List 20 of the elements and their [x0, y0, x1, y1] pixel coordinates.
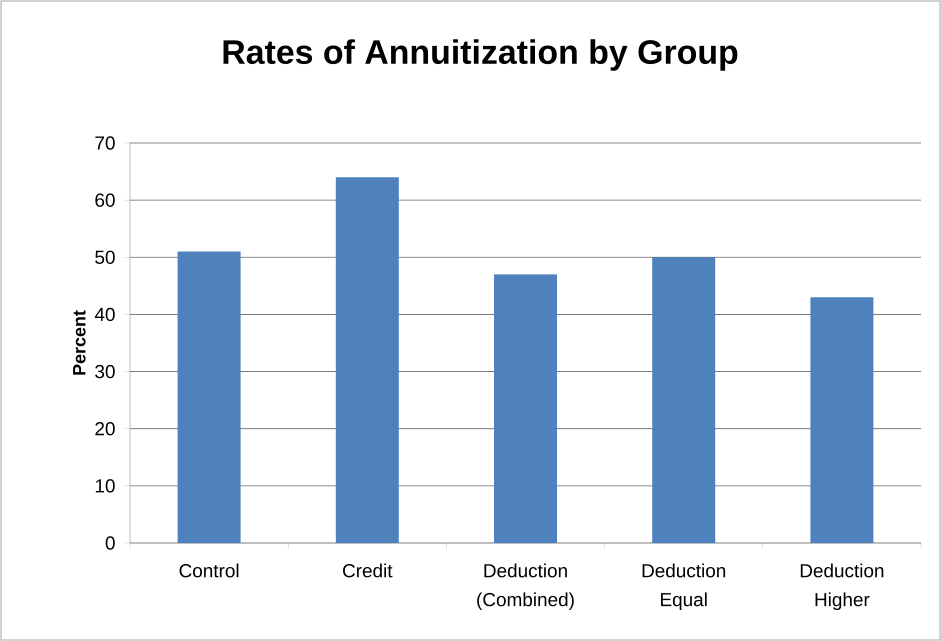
- x-tick-label: Deduction (Combined): [477, 564, 574, 610]
- bar: [652, 257, 716, 543]
- x-tick-label: Deduction Equal: [642, 564, 726, 610]
- y-tick-label: 10: [96, 479, 115, 493]
- bar: [810, 297, 874, 543]
- y-tick-label: 30: [95, 364, 115, 378]
- y-tick-label: 70: [95, 136, 115, 150]
- bar: [336, 177, 399, 543]
- y-tick-label: 40: [94, 308, 115, 322]
- y-tick-label: 50: [95, 250, 115, 264]
- y-tick-label: 0: [106, 536, 115, 550]
- bar: [494, 274, 558, 543]
- y-tick-label: 20: [95, 422, 115, 436]
- x-tick-label: Control: [180, 564, 238, 578]
- x-tick-label: Credit: [343, 564, 392, 578]
- y-axis-title: Percent: [73, 310, 86, 375]
- x-tick-label: Deduction Higher: [800, 564, 884, 610]
- y-tick-label: 60: [95, 193, 115, 207]
- chart-title: Rates of Annuitization by Group: [224, 39, 738, 71]
- bar: [178, 252, 241, 543]
